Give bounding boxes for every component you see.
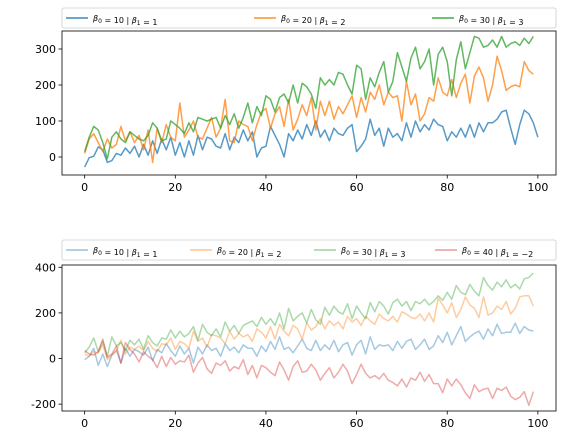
legend-label: β0 = 20 | β1 = 2 bbox=[280, 14, 346, 27]
series-line-1 bbox=[83, 109, 539, 168]
y-tick-label: 400 bbox=[35, 261, 56, 274]
legend-label: β0 = 10 | β1 = 1 bbox=[92, 14, 158, 27]
legend-label: β0 = 40 | β1 = −2 bbox=[461, 246, 533, 259]
y-tick-label: 100 bbox=[35, 115, 56, 128]
y-tick-label: 0 bbox=[49, 353, 56, 366]
legend-label: β0 = 30 | β1 = 3 bbox=[340, 246, 406, 259]
series-line-1 bbox=[84, 322, 534, 368]
series-line-2 bbox=[83, 55, 534, 164]
plot-frame bbox=[61, 264, 557, 412]
y-tick-label: 0 bbox=[49, 151, 56, 164]
series-line-4 bbox=[84, 338, 535, 407]
y-tick-label: 200 bbox=[35, 307, 56, 320]
x-tick-label: 0 bbox=[81, 417, 88, 430]
x-tick-label: 80 bbox=[440, 181, 454, 194]
x-tick-label: 60 bbox=[350, 417, 364, 430]
legend-label: β0 = 10 | β1 = 1 bbox=[92, 246, 158, 259]
legend-label: β0 = 30 | β1 = 3 bbox=[458, 14, 524, 27]
legend-frame bbox=[61, 239, 557, 261]
legend-label: β0 = 20 | β1 = 2 bbox=[216, 246, 282, 259]
x-tick-label: 100 bbox=[527, 417, 548, 430]
plot-frame bbox=[61, 30, 557, 176]
x-tick-label: 40 bbox=[259, 181, 273, 194]
x-tick-label: 20 bbox=[168, 417, 182, 430]
series-line-2 bbox=[84, 295, 535, 361]
y-tick-label: -200 bbox=[31, 398, 56, 411]
series-line-3 bbox=[83, 35, 534, 160]
x-tick-label: 0 bbox=[81, 181, 88, 194]
x-tick-label: 20 bbox=[168, 181, 182, 194]
legend: β0 = 10 | β1 = 1 β0 = 20 | β1 = 2 β0 = 30 … bbox=[61, 239, 557, 261]
series-line-3 bbox=[84, 272, 534, 357]
x-tick-label: 80 bbox=[440, 417, 454, 430]
legend: β0 = 10 | β1 = 1 β0 = 20 | β1 = 2 β0 = 30 … bbox=[61, 7, 557, 29]
y-tick-label: 200 bbox=[35, 79, 56, 92]
legend-frame bbox=[61, 7, 557, 29]
y-tick-label: 300 bbox=[35, 43, 56, 56]
x-tick-label: 60 bbox=[350, 181, 364, 194]
x-tick-label: 100 bbox=[527, 181, 548, 194]
x-tick-label: 40 bbox=[259, 417, 273, 430]
